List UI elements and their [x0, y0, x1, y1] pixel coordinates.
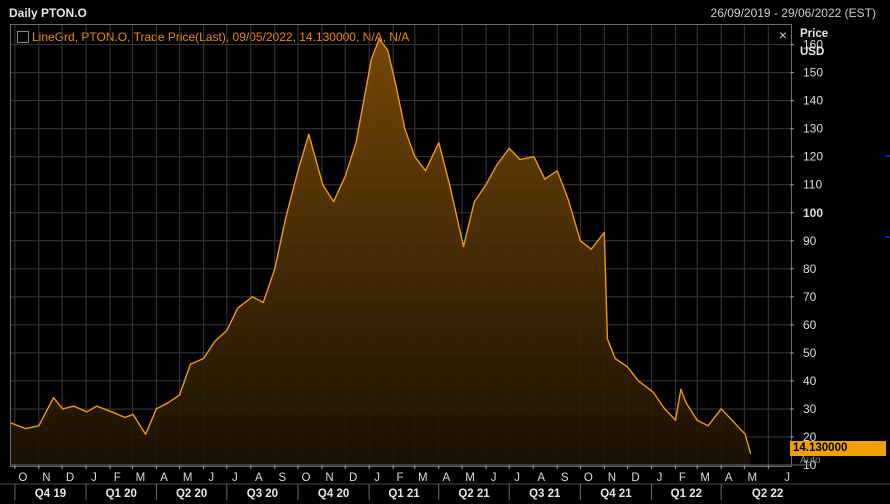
y-axis-title-price: Price — [800, 28, 829, 40]
quarter-label: Q3 21 — [529, 488, 561, 500]
close-icon[interactable]: × — [778, 27, 787, 43]
month-label: J — [208, 472, 214, 484]
y-tick-label: 70 — [803, 290, 817, 304]
month-label: M — [748, 472, 758, 484]
y-tick-label: 100 — [803, 206, 823, 220]
month-label: J — [784, 472, 790, 484]
month-label: D — [349, 472, 357, 484]
date-range: 26/09/2019 - 29/06/2022 (EST) — [710, 6, 876, 20]
month-label: A — [443, 472, 451, 484]
y-tick-label: 110 — [803, 178, 822, 192]
chart-title: Daily PTON.O — [9, 6, 87, 20]
plot-area[interactable]: LineGrd, PTON.O, Trade Price(Last), 09/0… — [10, 24, 792, 467]
month-label: J — [232, 472, 238, 484]
month-label: D — [66, 472, 74, 484]
window-titlebar: Daily PTON.O 26/09/2019 - 29/06/2022 (ES… — [0, 0, 890, 24]
y-tick-label: 130 — [803, 122, 823, 136]
month-label: A — [255, 472, 263, 484]
y-tick-label: 120 — [803, 150, 823, 164]
month-label: A — [725, 472, 733, 484]
legend-checkbox[interactable] — [17, 31, 29, 43]
month-label: A — [160, 472, 168, 484]
month-label: S — [561, 472, 569, 484]
month-label: F — [679, 472, 686, 484]
y-tick-label: 90 — [803, 234, 817, 248]
y-axis-title-currency: USD — [800, 46, 825, 58]
month-label: M — [465, 472, 475, 484]
y-tick-label: 50 — [803, 346, 817, 360]
quarter-label: Q2 22 — [752, 488, 783, 500]
month-label: J — [491, 472, 497, 484]
month-label: J — [514, 472, 520, 484]
y-tick-label: 150 — [803, 66, 823, 80]
month-label: F — [114, 472, 121, 484]
month-label: J — [657, 472, 663, 484]
month-label: M — [418, 472, 428, 484]
edge-marker — [885, 236, 890, 238]
y-tick-label: 80 — [803, 262, 817, 276]
month-label: O — [584, 472, 593, 484]
month-label: O — [302, 472, 311, 484]
month-label: J — [91, 472, 97, 484]
month-label: S — [279, 472, 287, 484]
quarter-label: Q1 21 — [388, 488, 420, 500]
quarter-label: Q4 20 — [318, 488, 349, 500]
x-axis-ticks: O N D J F M A M J J A S O N D J F M A M J J A S O N D J F M A M J Q4 19 Q1… — [0, 464, 890, 500]
legend-text: LineGrd, PTON.O, Trade Price(Last), 09/0… — [32, 30, 410, 44]
y-tick-label: 30 — [803, 402, 817, 416]
month-label: M — [183, 472, 193, 484]
quarter-label: Q1 20 — [106, 488, 137, 500]
quarter-label: Q3 20 — [247, 488, 278, 500]
month-label: N — [325, 472, 333, 484]
quarter-label: Q1 22 — [671, 488, 702, 500]
y-tick-label: 40 — [803, 374, 817, 388]
last-value-badge: 14.130000 — [790, 441, 886, 456]
month-label: O — [18, 472, 27, 484]
month-label: N — [42, 472, 50, 484]
edge-marker — [885, 155, 890, 157]
month-label: D — [631, 472, 639, 484]
month-label: A — [537, 472, 545, 484]
month-label: N — [608, 472, 616, 484]
auto-scale-label[interactable]: Auto — [800, 455, 821, 466]
month-label: M — [136, 472, 146, 484]
quarter-label: Q4 19 — [35, 488, 66, 500]
series-legend[interactable]: LineGrd, PTON.O, Trade Price(Last), 09/0… — [17, 30, 409, 44]
quarter-label: Q2 20 — [176, 488, 207, 500]
y-tick-label: 140 — [803, 94, 823, 108]
month-label: M — [700, 472, 710, 484]
quarter-label: Q2 21 — [458, 488, 490, 500]
month-label: F — [396, 472, 403, 484]
y-tick-label: 60 — [803, 318, 817, 332]
quarter-label: Q4 21 — [600, 488, 632, 500]
month-label: J — [374, 472, 380, 484]
